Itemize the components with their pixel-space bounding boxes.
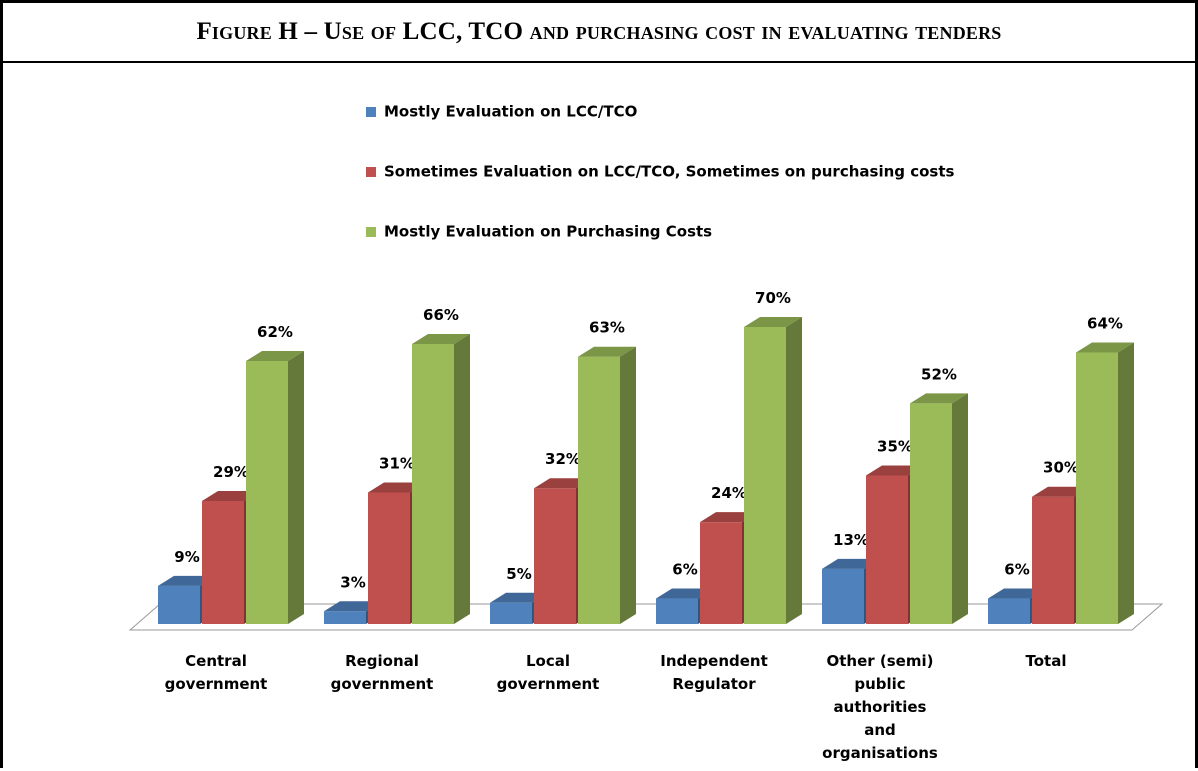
legend-label: Sometimes Evaluation on LCC/TCO, Sometim… xyxy=(384,163,955,181)
bar-top xyxy=(534,478,592,489)
value-label: 31% xyxy=(379,454,415,472)
bar-side xyxy=(288,350,304,624)
bar xyxy=(910,393,968,624)
bar-top xyxy=(412,333,470,344)
bar-front xyxy=(578,356,620,624)
bar-top xyxy=(910,393,968,404)
x-tick-label-line: Regulator xyxy=(672,675,756,693)
bar-front xyxy=(490,602,532,624)
bar-front xyxy=(910,403,952,624)
bar-top xyxy=(490,592,548,603)
bar-top xyxy=(246,350,304,361)
value-label: 63% xyxy=(589,319,625,337)
bar-front xyxy=(744,327,786,624)
bar-front xyxy=(1076,352,1118,624)
bar-top xyxy=(202,490,260,501)
bar-side xyxy=(454,333,470,624)
bar-top xyxy=(744,317,802,327)
bar-front xyxy=(700,522,742,624)
legend-swatch xyxy=(366,227,376,237)
value-label: 66% xyxy=(423,306,459,324)
x-tick-label-line: authorities xyxy=(834,698,927,716)
bar-top xyxy=(1076,342,1134,353)
bar-top xyxy=(822,558,880,569)
bar-top xyxy=(656,588,714,599)
value-label: 6% xyxy=(1004,561,1029,579)
bar-front xyxy=(1032,496,1074,624)
x-tick-label: Central government xyxy=(165,652,268,693)
value-label: 32% xyxy=(545,450,581,468)
x-tick-label-line: Independent xyxy=(660,652,768,670)
title-bar: Figure H – Use of LCC, TCO and purchasin… xyxy=(3,3,1195,63)
bar-front xyxy=(656,598,698,624)
x-tick-label: Independent Regulator xyxy=(660,652,768,693)
legend-swatch xyxy=(366,107,376,117)
bar-top xyxy=(700,512,758,523)
bar-side xyxy=(786,317,802,624)
x-tick-label-line: government xyxy=(165,675,268,693)
x-tick-label-line: government xyxy=(331,675,434,693)
value-label: 29% xyxy=(213,463,249,481)
legend-swatch xyxy=(366,167,376,177)
bar xyxy=(1076,342,1134,624)
bar-front xyxy=(534,488,576,624)
x-tick-label-line: public xyxy=(854,675,905,693)
bar-front xyxy=(202,500,244,624)
value-label: 70% xyxy=(755,289,791,307)
x-tick-label-line: Total xyxy=(1026,652,1067,670)
x-tick-label-line: Regional xyxy=(345,652,419,670)
bar-front xyxy=(246,360,288,624)
value-label: 3% xyxy=(340,573,365,591)
x-tick-label: Local government xyxy=(497,652,600,693)
value-label: 5% xyxy=(506,565,531,583)
chart-title: Figure H – Use of LCC, TCO and purchasin… xyxy=(196,18,1002,45)
bar-top xyxy=(1032,486,1090,497)
bar-front xyxy=(324,611,366,624)
x-tick-label: Regional government xyxy=(331,652,434,693)
bar-side xyxy=(952,393,968,624)
bar-front xyxy=(866,475,908,624)
bar xyxy=(578,346,636,624)
value-label: 62% xyxy=(257,323,293,341)
legend-label: Mostly Evaluation on Purchasing Costs xyxy=(384,223,712,241)
x-tick-label-line: organisations xyxy=(822,744,938,762)
value-label: 24% xyxy=(711,484,747,502)
x-tick-label-line: government xyxy=(497,675,600,693)
value-label: 9% xyxy=(174,548,199,566)
bar-front xyxy=(368,492,410,624)
value-label: 35% xyxy=(877,438,913,456)
bar-top xyxy=(578,346,636,357)
bar-front xyxy=(822,568,864,624)
value-label: 13% xyxy=(833,531,869,549)
bar-front xyxy=(412,343,454,624)
bar xyxy=(412,333,470,624)
bar xyxy=(744,317,802,624)
x-tick-label-line: and xyxy=(864,721,896,739)
x-tick-label-line: Local xyxy=(526,652,570,670)
bar-front xyxy=(988,598,1030,624)
x-tick-label: Total xyxy=(1026,652,1067,670)
bar xyxy=(246,350,304,624)
x-tick-label-line: Central xyxy=(185,652,247,670)
value-label: 64% xyxy=(1087,314,1123,332)
bar-top xyxy=(158,575,216,586)
legend-label: Mostly Evaluation on LCC/TCO xyxy=(384,103,637,121)
value-label: 52% xyxy=(921,365,957,383)
bar-side xyxy=(1118,342,1134,624)
x-tick-label: Other (semi) public authorities and organisa… xyxy=(822,652,938,762)
x-tick-label-line: Other (semi) xyxy=(827,652,934,670)
bar-top xyxy=(368,482,426,493)
value-label: 30% xyxy=(1043,459,1079,477)
bar-side xyxy=(620,346,636,624)
bar-top xyxy=(866,465,924,476)
bar-top xyxy=(324,601,382,612)
bar-front xyxy=(158,585,200,624)
bar-top xyxy=(988,588,1046,599)
value-label: 6% xyxy=(672,561,697,579)
